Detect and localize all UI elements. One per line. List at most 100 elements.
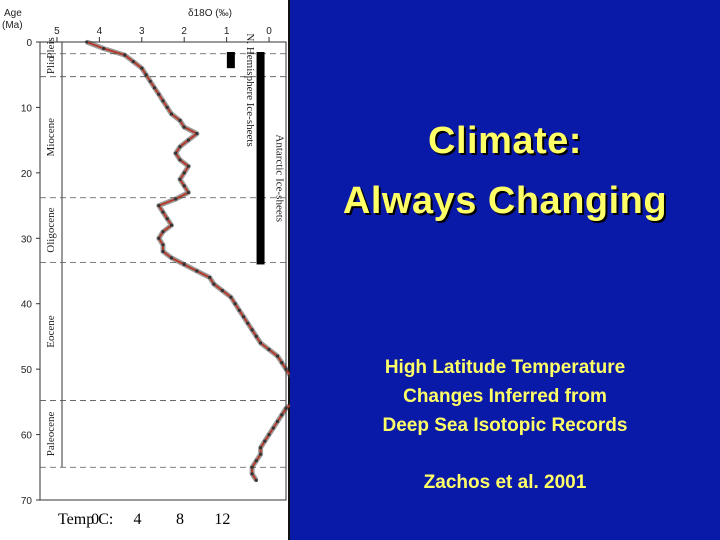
data-point [182, 262, 186, 267]
plot-frame [39, 41, 287, 501]
slide-title-line-2: Always Changing [342, 180, 668, 222]
data-point [254, 334, 258, 338]
data-point [233, 302, 237, 306]
data-point [131, 60, 135, 64]
data-point [161, 249, 165, 253]
temp-scale-label: Temp C: [58, 511, 113, 528]
x-tick-label: 5 [54, 26, 60, 37]
data-point [229, 295, 233, 299]
data-point [186, 190, 190, 195]
temp-scale-tick: 8 [176, 511, 184, 528]
subtitle-line-2: Changes Inferred from [403, 386, 607, 407]
epoch-label: Oligocene [45, 207, 57, 252]
data-point [169, 112, 174, 116]
data-point [174, 197, 178, 201]
data-point [161, 210, 165, 214]
data-point [246, 321, 250, 325]
data-point [237, 308, 241, 312]
data-point [220, 289, 224, 293]
y-axis-label-line-1: Age [4, 8, 22, 19]
data-point [174, 151, 178, 155]
data-point [186, 138, 190, 142]
subtitle-line-1: High Latitude Temperature [384, 357, 626, 378]
data-point [242, 315, 246, 319]
data-point [169, 256, 174, 260]
data-point [250, 465, 254, 469]
data-point [144, 73, 148, 77]
data-point [182, 125, 186, 129]
data-point [157, 204, 161, 208]
data-point [267, 347, 271, 352]
data-point [250, 328, 254, 332]
epoch-label: Paleocene [45, 412, 57, 457]
data-point [259, 452, 263, 456]
y-tick-label: 20 [21, 169, 33, 180]
data-point [182, 171, 186, 175]
y-tick-label: 40 [21, 300, 33, 311]
data-point [178, 118, 182, 123]
data-point [263, 439, 267, 443]
data-point [280, 413, 284, 417]
data-point [259, 341, 263, 345]
epoch-label: Pleis [45, 37, 57, 58]
citation: Zachos et al. 2001 [423, 472, 587, 493]
ice-sheet-label: N. Hemisphere Ice-sheets [244, 33, 256, 146]
data-point [178, 145, 182, 149]
data-point [123, 53, 127, 57]
ice-sheet-bar [226, 52, 235, 69]
x-tick-label: 1 [224, 26, 230, 37]
epoch-label: Plio [45, 56, 57, 74]
data-point [284, 406, 288, 410]
data-point [212, 282, 216, 286]
data-point [195, 269, 199, 273]
ice-sheet-label: Antarctic Ice-sheets [274, 134, 286, 222]
data-point [250, 472, 254, 476]
data-point [169, 223, 174, 227]
data-point [280, 361, 284, 365]
y-tick-label: 10 [21, 103, 33, 114]
data-point [165, 105, 169, 109]
y-tick-label: 30 [21, 234, 33, 245]
y-tick-label: 0 [26, 38, 32, 49]
temp-scale-tick: 0 [91, 511, 99, 528]
data-point [161, 230, 165, 234]
slide-title-line-1: Climate: [428, 120, 582, 162]
data-point [182, 184, 186, 188]
data-point [271, 426, 275, 430]
data-point [165, 217, 169, 221]
x-tick-label: 3 [139, 26, 145, 37]
data-point [284, 367, 288, 371]
data-point [148, 79, 152, 83]
epoch-label: Eocene [45, 315, 57, 347]
data-point [102, 46, 106, 51]
data-point [195, 132, 199, 136]
data-point [259, 446, 263, 450]
y-tick-label: 60 [21, 431, 33, 442]
subtitle-line-3: Deep Sea Isotopic Records [382, 415, 628, 436]
data-point [157, 92, 161, 96]
y-tick-label: 70 [21, 496, 33, 507]
data-point [288, 374, 290, 378]
data-point [178, 158, 182, 162]
data-point [275, 354, 280, 358]
data-point [254, 459, 258, 463]
chart-background [0, 0, 290, 540]
x-tick-label: 2 [181, 26, 187, 37]
data-point [275, 419, 280, 424]
x-tick-label: 0 [266, 26, 272, 37]
data-point [157, 236, 161, 240]
data-point [152, 86, 157, 90]
data-point [85, 40, 89, 44]
y-axis-label-line-2: (Ma) [2, 20, 23, 31]
temp-scale-tick: 4 [134, 511, 142, 528]
isotope-curve [86, 41, 290, 481]
temp-scale-tick: 12 [214, 511, 230, 528]
epoch-label: Miocene [45, 118, 57, 157]
isotope-chart: Pleis Plio Miocene Oligocene Eocene Paleocene… [0, 0, 290, 540]
data-point [161, 243, 165, 247]
data-point [161, 99, 165, 103]
data-point [208, 275, 212, 280]
data-point [178, 177, 182, 181]
